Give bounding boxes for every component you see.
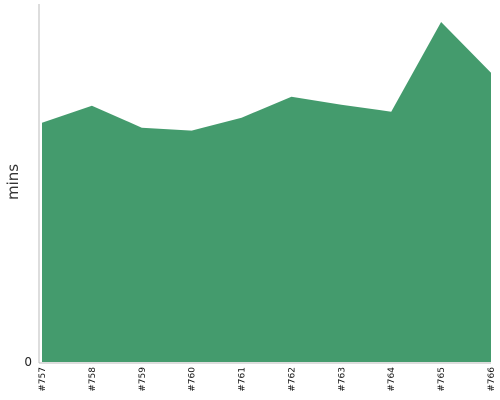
x-tick-label: #765: [437, 367, 447, 392]
x-tick-label: #759: [138, 367, 148, 392]
y-axis-label: mins: [4, 164, 22, 200]
x-tick-labels: #757 #758 #759 #760 #761 #762 #763 #764 #765 #766: [38, 367, 497, 392]
x-tick-label: #762: [287, 367, 297, 392]
x-tick-label: #757: [38, 367, 48, 392]
x-tick-label: #766: [487, 367, 497, 392]
x-tick-label: #763: [337, 367, 347, 392]
x-tick-label: #761: [238, 367, 248, 392]
x-tick-label: #760: [188, 367, 198, 392]
y-tick-label-0: 0: [24, 355, 32, 369]
area-series: [42, 22, 491, 362]
x-tick-label: #758: [88, 367, 98, 392]
x-tick-label: #764: [387, 367, 397, 392]
